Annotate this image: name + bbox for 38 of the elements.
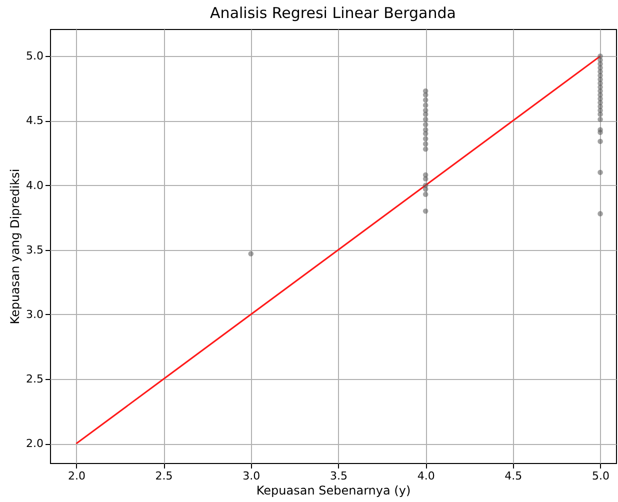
point <box>598 130 603 135</box>
point <box>422 112 428 117</box>
x-axis-title: Kepuasan Sebenarnya (y) <box>256 484 411 498</box>
point <box>598 112 603 117</box>
y-tick-label: 2.5 <box>26 372 44 386</box>
point <box>422 192 428 197</box>
chart-title: Analisis Regresi Linear Berganda <box>210 4 456 22</box>
point <box>422 146 428 152</box>
point <box>598 170 603 176</box>
point <box>248 251 254 256</box>
point <box>422 102 428 108</box>
y-tick-label: 3.5 <box>26 243 44 256</box>
point <box>422 186 428 192</box>
x-tick-label: 3.5 <box>330 470 348 482</box>
x-tick-label: 3.0 <box>242 470 260 482</box>
point <box>422 116 428 122</box>
point <box>422 141 428 147</box>
point <box>598 138 603 144</box>
x-tick-label: 5.0 <box>592 470 610 482</box>
y-tick-label: 3.0 <box>26 308 44 321</box>
y-tick-label: 4.0 <box>26 178 44 192</box>
x-tick-label: 4.5 <box>504 470 522 482</box>
point <box>422 92 428 98</box>
point <box>422 122 428 128</box>
point <box>422 97 428 103</box>
point <box>598 211 603 216</box>
point <box>422 136 428 142</box>
point <box>598 116 603 122</box>
x-tick-label: 2.0 <box>68 470 86 482</box>
y-tick-label: 2.0 <box>26 437 44 450</box>
y-tick-label: 5.0 <box>26 50 44 63</box>
y-axis-title: Kepuasan yang Diprediksi <box>8 168 22 324</box>
y-tick-label: 4.5 <box>26 114 44 128</box>
point <box>422 130 428 136</box>
point <box>422 176 428 182</box>
x-tick-label: 2.5 <box>155 470 173 482</box>
point <box>422 208 428 214</box>
x-tick-label: 4.0 <box>417 470 435 482</box>
